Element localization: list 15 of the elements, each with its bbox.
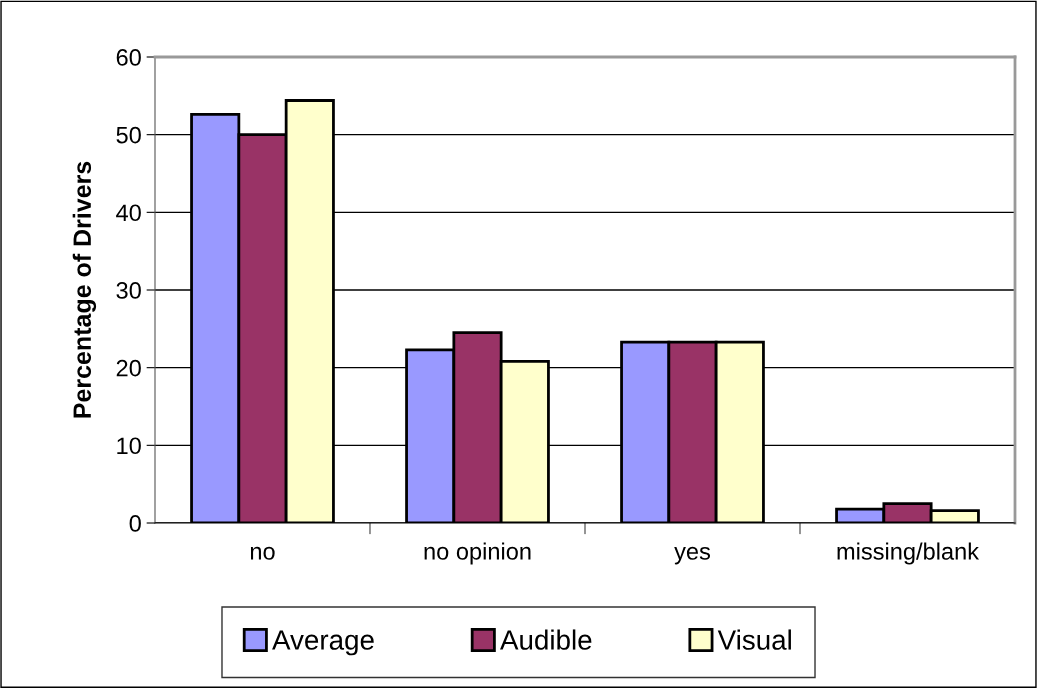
- x-tick-label: yes: [674, 546, 711, 565]
- y-tick-label: 50: [116, 126, 141, 144]
- x-tick-label: no: [250, 546, 275, 560]
- y-tick-label: 10: [117, 437, 141, 455]
- legend-label: Audible: [500, 629, 592, 650]
- x-tick-label: no opinion: [424, 542, 531, 565]
- legend-label: Visual: [717, 629, 791, 650]
- y-tick-label: 20: [116, 359, 141, 377]
- x-tick-label: missing/blank: [837, 542, 980, 565]
- y-tick-label: 30: [116, 282, 141, 299]
- y-tick-label: 40: [116, 204, 141, 222]
- y-axis-title: Percentage of Drivers: [72, 161, 97, 418]
- y-tick-label: 0: [129, 515, 141, 532]
- legend-label: Average: [272, 630, 374, 656]
- y-tick-label: 60: [116, 49, 141, 66]
